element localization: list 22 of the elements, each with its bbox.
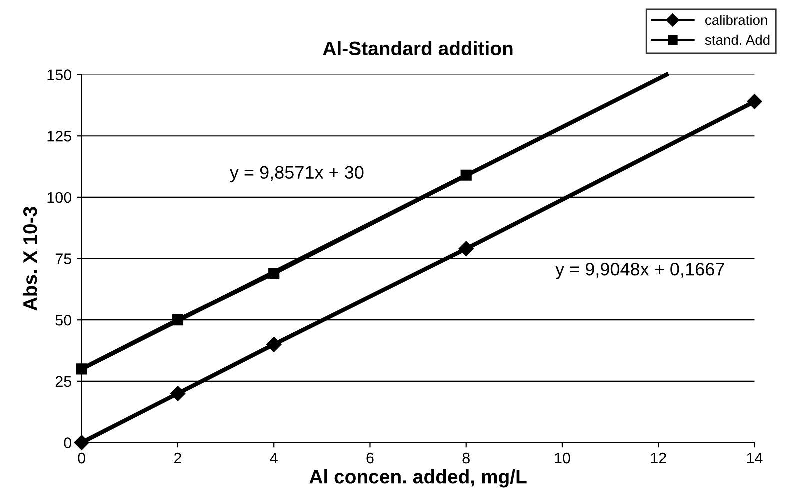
y-tick-label: 100 (48, 192, 72, 204)
y-tick-label: 0 (64, 438, 72, 448)
chart-title: Al-Standard addition (323, 41, 513, 56)
y-axis-title: Abs. X 10-3 (22, 207, 38, 311)
y-tick-label: 125 (48, 130, 72, 142)
x-tick-label: 6 (366, 452, 374, 464)
legend-label: calibration (706, 15, 768, 26)
annotation: y = 9,9048x + 0,1667 (556, 262, 724, 280)
y-tick-label: 25 (56, 376, 72, 388)
x-tick-label: 14 (747, 453, 763, 464)
x-tick-label: 12 (651, 452, 666, 464)
y-tick-label: 150 (48, 70, 72, 80)
x-tick-label: 10 (555, 452, 570, 464)
legend-label: stand. Add (705, 34, 770, 46)
x-tick-label: 8 (462, 452, 470, 464)
x-tick-label: 0 (78, 452, 86, 464)
x-tick-label: 2 (174, 452, 182, 464)
x-axis-title: Al concen. added, mg/L (310, 470, 527, 488)
annotation: y = 9,8571x + 30 (230, 166, 364, 183)
y-tick-label: 50 (56, 314, 72, 326)
x-tick-label: 4 (270, 453, 278, 464)
y-tick-label: 75 (56, 254, 72, 264)
